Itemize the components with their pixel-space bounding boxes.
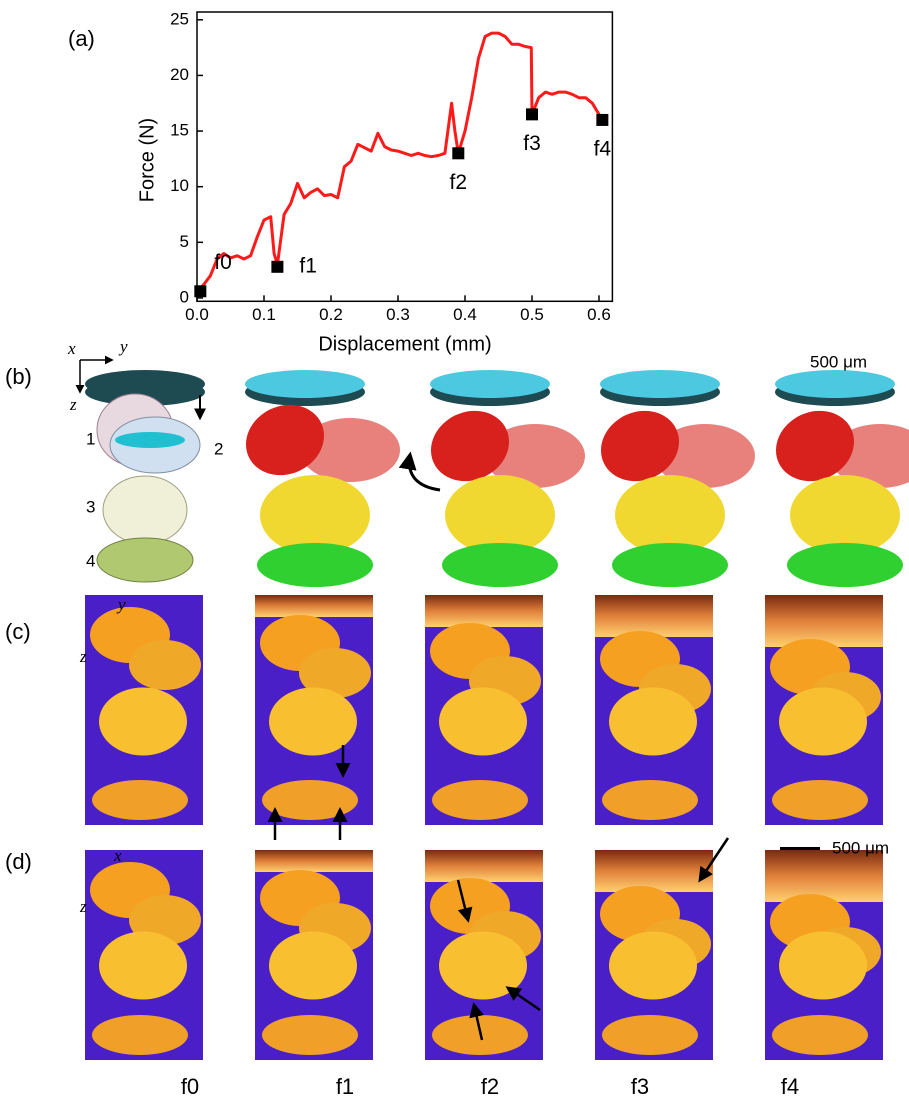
y-axis-label: Force (N) [136, 118, 158, 202]
platen-slice [595, 850, 713, 892]
y-tick-label: 20 [170, 65, 189, 84]
grain [602, 780, 698, 820]
x-tick-label: 0.6 [587, 305, 611, 324]
platen [245, 370, 365, 398]
plot-frame [197, 12, 612, 301]
grain [779, 932, 867, 1000]
particle [257, 543, 373, 587]
platen-slice [765, 595, 883, 647]
grain [99, 932, 187, 1000]
particle [612, 543, 728, 587]
grain [779, 688, 867, 756]
frame-label: f1 [336, 1074, 354, 1099]
particle-number: 1 [86, 429, 95, 448]
frame-marker [271, 261, 283, 273]
grain [432, 780, 528, 820]
frame-label: f3 [631, 1074, 649, 1099]
frame-marker [194, 285, 206, 297]
platen-slice [255, 850, 373, 872]
grain [99, 688, 187, 756]
axis-name: y [118, 337, 128, 356]
point-label: f4 [594, 137, 612, 160]
grain [609, 688, 697, 756]
scale-bar-label: 500 μm [810, 352, 867, 371]
image-panels [80, 360, 909, 1060]
platen [775, 370, 895, 398]
frame-label: f2 [481, 1074, 499, 1099]
y-tick-label: 25 [170, 9, 189, 28]
platen-slice [255, 595, 373, 617]
particle-number: 3 [86, 497, 95, 516]
particle-number: 4 [86, 551, 95, 570]
panel-label: (a) [68, 26, 95, 51]
panel-label: (b) [5, 364, 32, 389]
particle [115, 432, 185, 448]
particle [103, 476, 187, 544]
scale-bar-label: 500 μm [832, 838, 889, 857]
y-tick-label: 0 [180, 287, 189, 306]
grain [609, 932, 697, 1000]
grain [262, 1015, 358, 1055]
platen-slice [595, 595, 713, 637]
y-tick-label: 10 [170, 176, 189, 195]
axis-name: z [69, 395, 77, 414]
axis-name: z [79, 897, 87, 916]
grain [602, 1015, 698, 1055]
x-tick-label: 0.5 [520, 305, 544, 324]
axis-name: y [116, 595, 126, 614]
point-label: f0 [214, 251, 232, 274]
x-axis-label: Displacement (mm) [318, 333, 491, 355]
platen [430, 370, 550, 398]
grain [129, 640, 201, 690]
point-label: f2 [450, 171, 468, 194]
particle-number: 2 [214, 439, 223, 458]
grain [439, 688, 527, 756]
particle [97, 538, 193, 582]
frame-marker [596, 114, 608, 126]
frame-label: f4 [781, 1074, 799, 1099]
axis-name: z [79, 647, 87, 666]
grain [92, 1015, 188, 1055]
axis-name: x [67, 339, 76, 358]
x-tick-label: 0.0 [185, 305, 209, 324]
point-label: f3 [523, 132, 541, 155]
particle [442, 543, 558, 587]
grain [262, 780, 358, 820]
platen-slice [765, 850, 883, 902]
x-tick-label: 0.2 [319, 305, 343, 324]
y-tick-label: 5 [180, 232, 189, 251]
grain [772, 1015, 868, 1055]
platen [85, 370, 205, 398]
panel-label: (c) [5, 619, 31, 644]
grain [269, 932, 357, 1000]
x-tick-label: 0.4 [453, 305, 477, 324]
x-tick-label: 0.3 [386, 305, 410, 324]
y-tick-label: 15 [170, 121, 189, 140]
frame-marker [526, 108, 538, 120]
axis-name: x [113, 846, 122, 865]
grain [92, 780, 188, 820]
platen-slice [425, 595, 543, 627]
platen [600, 370, 720, 398]
frame-marker [452, 147, 464, 159]
figure: (a) Displacement (mm) Force (N) (b) (c) … [0, 0, 909, 1112]
platen-slice [425, 850, 543, 882]
force-curve [197, 33, 602, 292]
grain [439, 932, 527, 1000]
grain [772, 780, 868, 820]
point-label: f1 [299, 254, 317, 277]
x-tick-label: 0.1 [252, 305, 276, 324]
panel-label: (d) [5, 849, 32, 874]
particle [787, 543, 903, 587]
frame-label: f0 [181, 1074, 199, 1099]
